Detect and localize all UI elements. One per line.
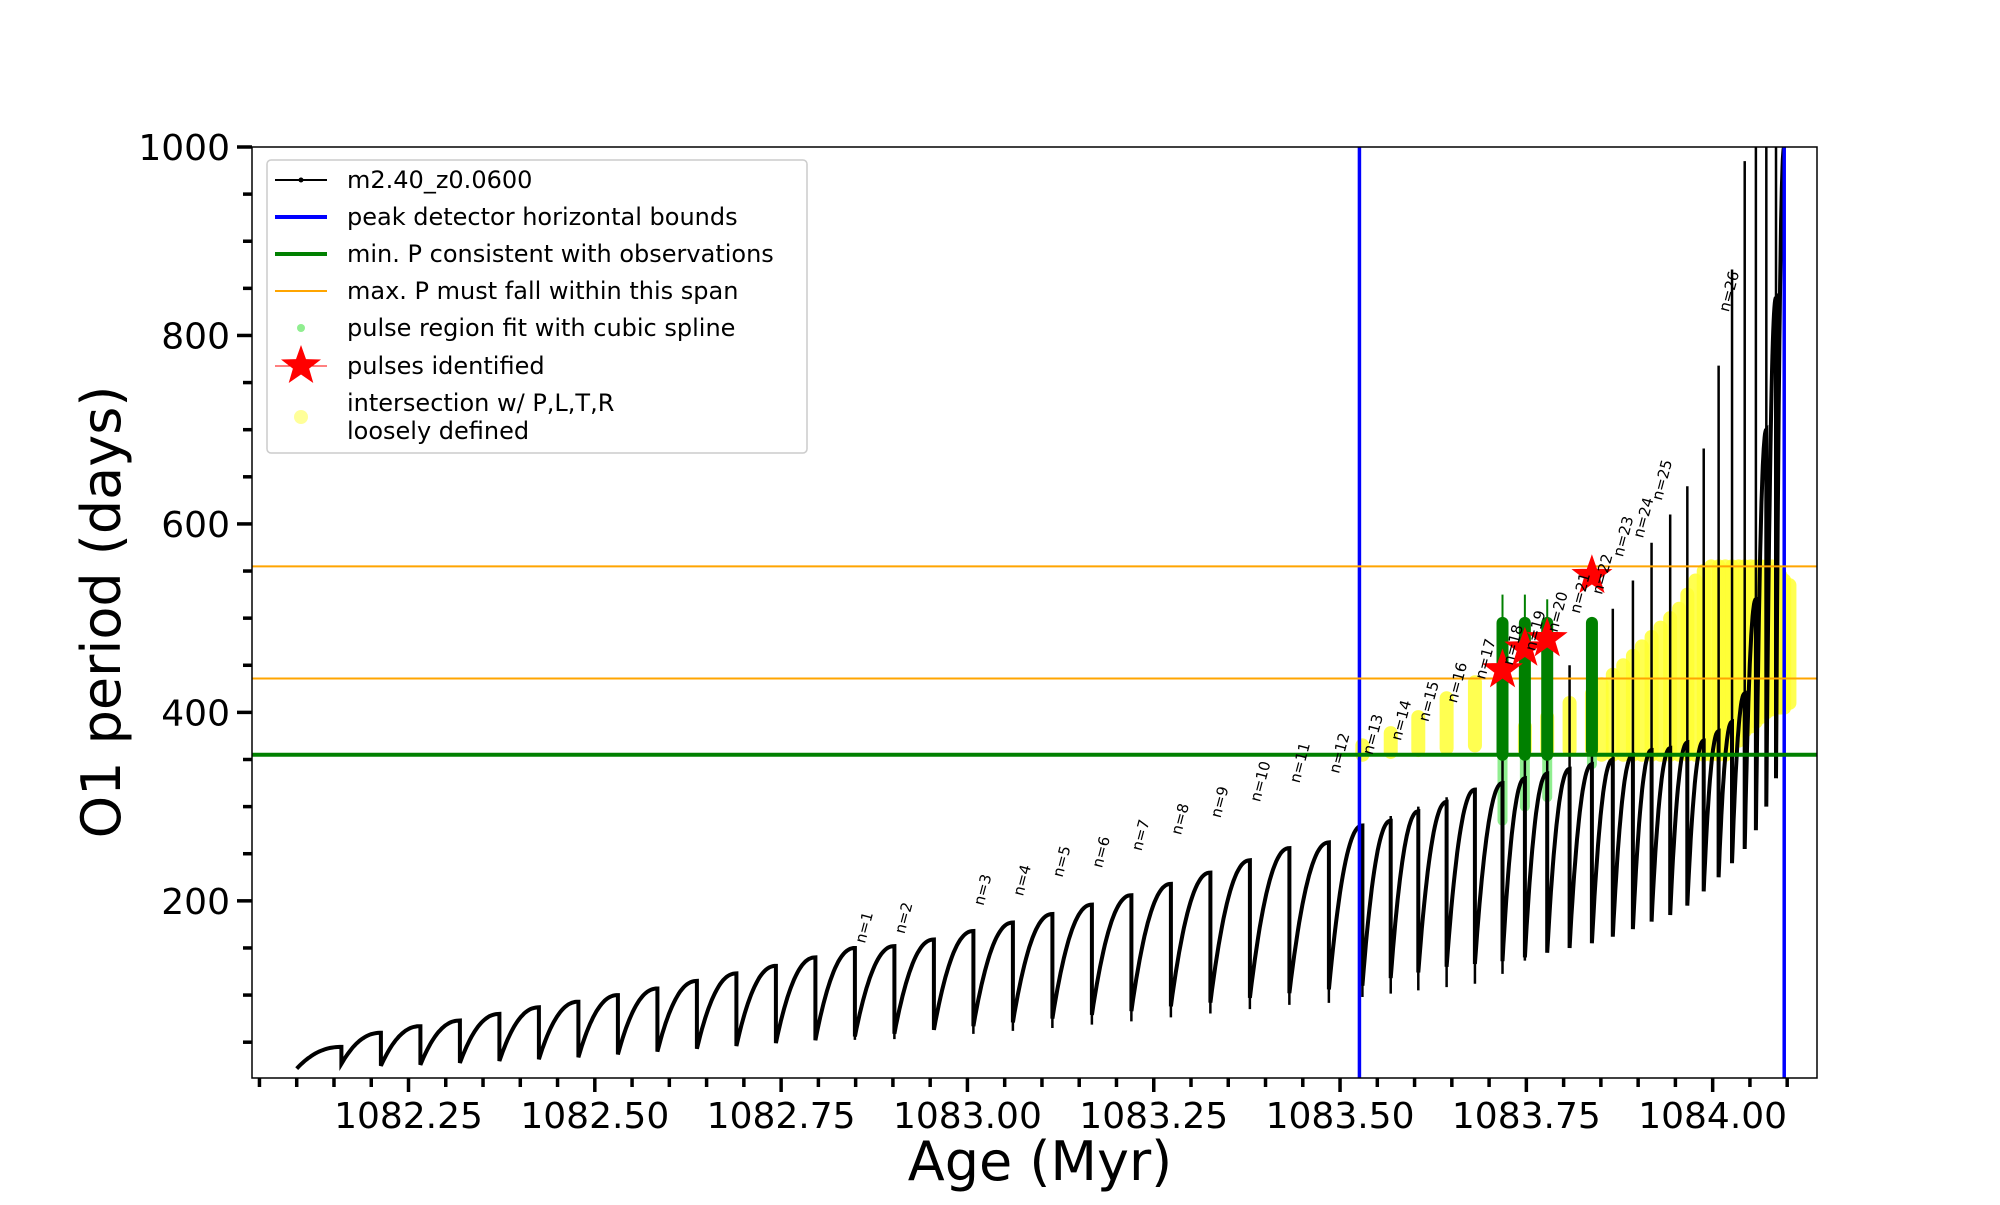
legend-label: min. P consistent with observations xyxy=(347,240,774,268)
pulse-identified-star xyxy=(1526,617,1568,657)
plot-frame xyxy=(251,146,1818,1079)
y-tick-label: 1000 xyxy=(138,128,230,169)
legend-handle-big-dot xyxy=(294,410,308,424)
x-tick-label: 1082.75 xyxy=(707,1096,856,1137)
x-tick-label: 1084.00 xyxy=(1638,1096,1787,1137)
y-tick-label: 800 xyxy=(161,316,230,357)
x-tick-label: 1082.50 xyxy=(520,1096,669,1137)
x-tick-label: 1083.75 xyxy=(1452,1096,1601,1137)
legend-label: peak detector horizontal bounds xyxy=(347,203,738,231)
legend-label: pulses identified xyxy=(347,352,545,380)
legend-label: pulse region fit with cubic spline xyxy=(347,314,735,342)
axes: 1082.25 1082.50 1082.75 1083.00 1083.25 1083.… xyxy=(138,128,1818,1137)
x-tick-label: 1083.00 xyxy=(893,1096,1042,1137)
legend-marker-model xyxy=(298,177,304,183)
pulse-identified-star xyxy=(1571,554,1613,594)
legend-label: max. P must fall within this span xyxy=(347,277,738,305)
x-axis-label: Age (Myr) xyxy=(908,1130,1173,1193)
legend-label-line2: loosely defined xyxy=(347,417,529,445)
period-curve xyxy=(295,147,1786,1072)
legend-box xyxy=(266,159,808,454)
x-tick-label: 1082.25 xyxy=(334,1096,483,1137)
y-tick-label: 600 xyxy=(161,505,230,546)
legend-label: intersection w/ P,L,T,R xyxy=(347,389,614,417)
pulse-identified-star xyxy=(1482,648,1523,688)
y-tick-label: 200 xyxy=(161,882,230,923)
legend-handle-dot xyxy=(297,324,305,332)
legend-handle-star xyxy=(281,345,321,383)
x-tick-label: 1083.50 xyxy=(1266,1096,1415,1137)
x-tick-label: 1083.25 xyxy=(1079,1096,1228,1137)
y-axis-label: O1 period (days) xyxy=(70,386,133,839)
legend-label: m2.40_z0.0600 xyxy=(347,166,532,194)
y-tick-label: 400 xyxy=(161,693,230,734)
